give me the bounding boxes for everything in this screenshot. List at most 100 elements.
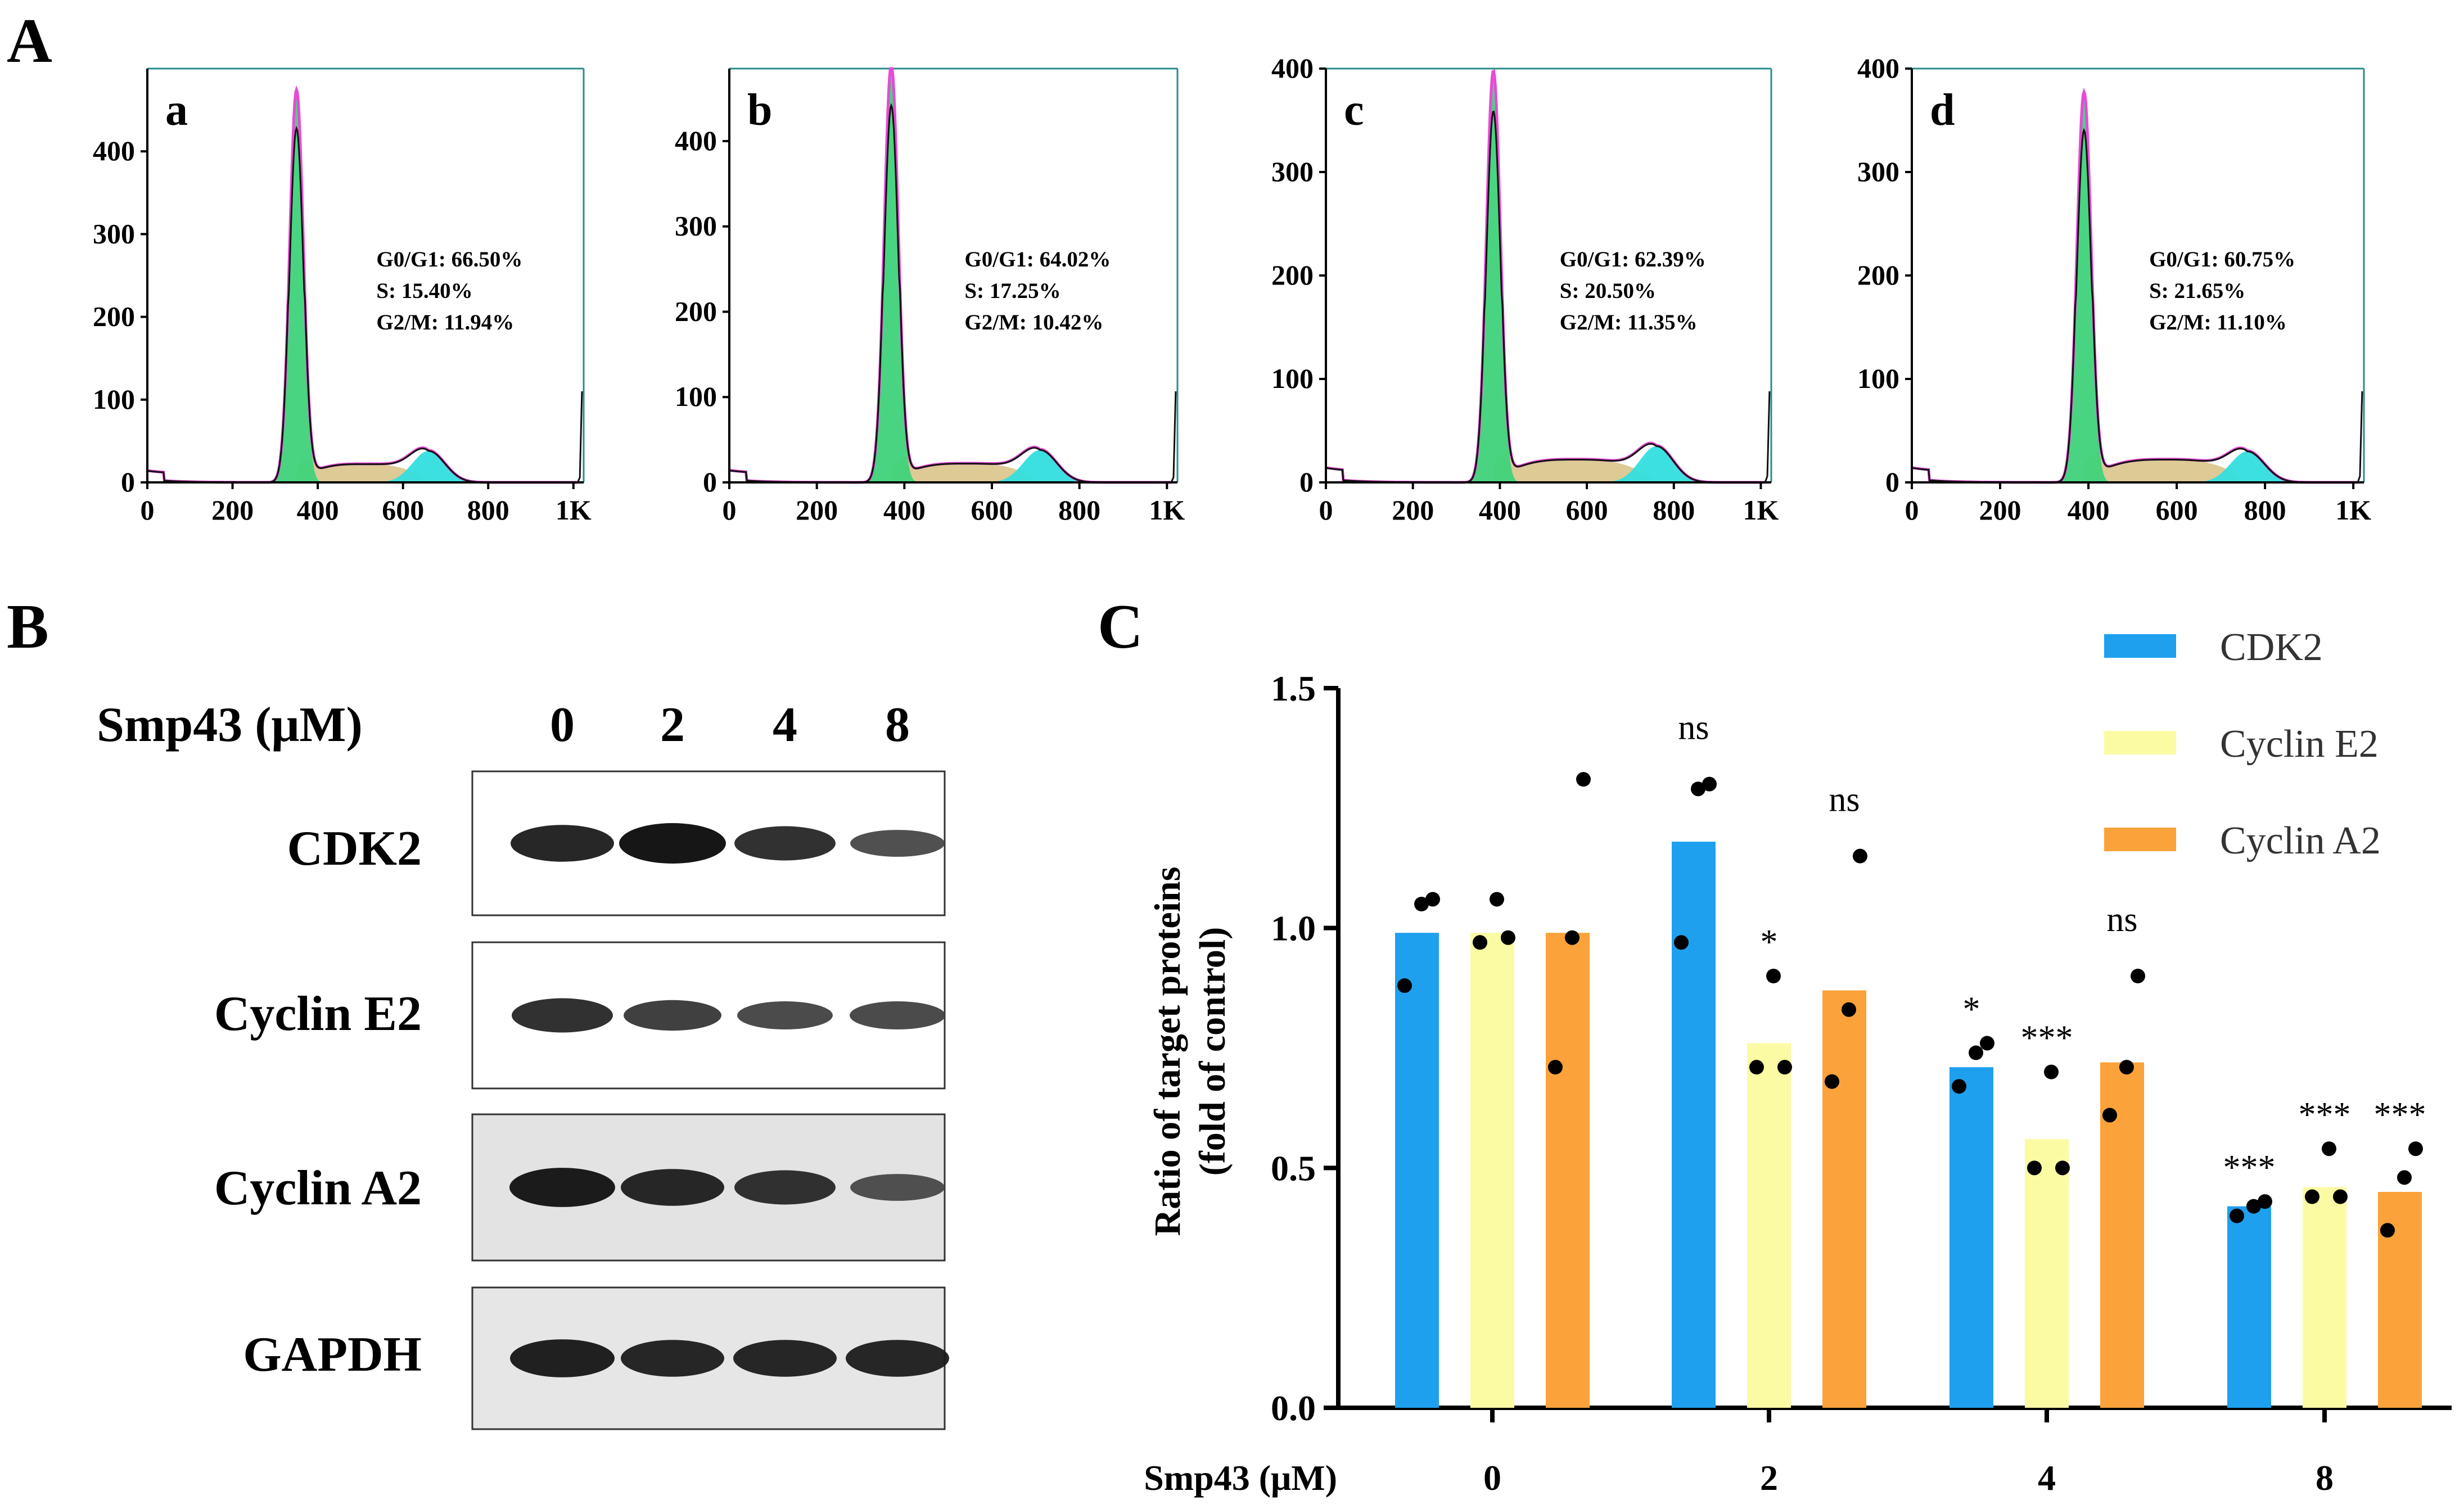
blot-band [733, 1340, 837, 1377]
blot-band [734, 826, 836, 861]
cell-cycle-stat: G2/M: 11.35% [1560, 310, 1698, 335]
bar [1672, 842, 1716, 1408]
model-fit-line [1325, 69, 1766, 484]
y-tick-label: 400 [1857, 52, 1899, 84]
blot-band [850, 830, 945, 857]
histogram-trace [1911, 128, 2363, 484]
data-point [2322, 1141, 2336, 1156]
blot-band [846, 1340, 949, 1377]
panel-letter-b: B [7, 592, 49, 662]
series-cyclin-a2: ns ns *** [1546, 772, 2426, 1408]
y-axis-label-line1: Ratio of target proteins [1147, 867, 1188, 1236]
bar [1747, 1043, 1791, 1408]
blot-band [624, 1000, 721, 1031]
x-tick-label: 1K [556, 494, 592, 526]
data-point [1397, 978, 1412, 993]
y-tick-label: 300 [1271, 156, 1314, 187]
y-tick-label: 0 [703, 466, 717, 498]
y-tick-label: 300 [93, 218, 135, 249]
blot-band [509, 1168, 615, 1207]
legend-label: Cyclin A2 [2220, 819, 2381, 862]
histogram-id-label: c [1344, 85, 1364, 135]
y-tick-label: 100 [675, 381, 717, 412]
data-point [1766, 969, 1781, 983]
x-tick-label: 200 [796, 494, 838, 526]
blot-band [850, 1001, 945, 1029]
data-point [2027, 1160, 2042, 1176]
significance-marker: *** [2021, 1019, 2073, 1058]
wb-dose-2: 2 [660, 698, 685, 752]
blot-band [737, 1001, 833, 1029]
data-point [1702, 776, 1717, 792]
blot-strip-3 [471, 1286, 949, 1430]
bar-y-tick-label: 0.0 [1271, 1388, 1316, 1428]
series-cyclin-e2: ******* [1470, 892, 2351, 1408]
g1-peak-area [2057, 100, 2115, 482]
histogram-id-label: b [747, 85, 773, 135]
bar-x-tick-label: 4 [2038, 1458, 2056, 1498]
x-tick-label: 0 [1319, 494, 1333, 526]
y-tick-label: 0 [1885, 466, 1899, 498]
blot-band [619, 823, 726, 864]
cell-cycle-stat: S: 21.65% [2149, 279, 2245, 303]
bar [2303, 1187, 2346, 1408]
data-point [1691, 781, 1705, 797]
bar [1949, 1067, 1993, 1408]
data-point [1952, 1079, 1966, 1094]
histogram-d: 0 100 200 300 400 0 200 400 600 800 1K d G0/G1: 60.7… [1857, 52, 2371, 526]
data-point [2102, 1108, 2117, 1123]
data-point [2380, 1223, 2395, 1238]
legend-swatch [2104, 634, 2176, 658]
x-tick-label: 600 [971, 494, 1013, 526]
g1-peak-area [270, 97, 327, 482]
bar [2025, 1139, 2069, 1408]
bar [1470, 933, 1514, 1408]
x-tick-label: 400 [297, 494, 339, 526]
data-point [2305, 1189, 2319, 1204]
x-tick-label: 400 [883, 494, 926, 526]
data-point [1565, 930, 1580, 945]
wb-dose-header: Smp43 (μM) [97, 698, 363, 752]
data-point [1490, 892, 1504, 907]
wb-row-label-cyclin-e2: Cyclin E2 [214, 987, 422, 1041]
bar [1395, 933, 1439, 1408]
blot-band [510, 1339, 615, 1377]
data-point [2055, 1160, 2070, 1176]
blot-band [850, 1174, 945, 1201]
data-point [2333, 1189, 2348, 1204]
y-tick-label: 0 [121, 466, 135, 498]
x-tick-label: 800 [1653, 494, 1695, 526]
x-tick-label: 200 [1979, 494, 2021, 526]
data-point [1548, 1060, 1563, 1075]
panel-letter-c: C [1098, 592, 1143, 662]
bar [1822, 990, 1866, 1408]
y-tick-label: 100 [93, 383, 135, 415]
blot-band [511, 825, 614, 862]
blot-band [734, 1170, 836, 1205]
wb-row-label-cdk2: CDK2 [287, 821, 422, 876]
significance-marker: * [1963, 990, 1980, 1028]
g1-peak-area [865, 73, 922, 482]
western-blot-panel: Smp43 (μM) 0 2 4 8 CDK2 Cyclin E2 Cyclin… [97, 698, 949, 1430]
data-point [1674, 935, 1689, 950]
data-point [1425, 892, 1440, 907]
data-point [2131, 969, 2145, 983]
wb-row-label-cyclin-a2: Cyclin A2 [214, 1161, 422, 1216]
series-cdk2: ns**** [1395, 709, 2276, 1408]
x-tick-label: 800 [1058, 494, 1100, 526]
cell-cycle-stat: G2/M: 11.10% [2149, 310, 2287, 335]
flow-cytometry-panel: 0 100 200 300 400 0 200 400 600 800 1K a G0/G1: 66.5… [93, 52, 2371, 526]
data-point [1969, 1045, 1983, 1060]
y-axis-label-line2: (fold of control) [1192, 927, 1233, 1176]
histogram-trace [729, 103, 1177, 484]
x-tick-label: 0 [141, 494, 155, 526]
model-fit-line [147, 85, 578, 484]
cell-cycle-stat: G2/M: 10.42% [964, 310, 1103, 335]
y-tick-label: 400 [1271, 52, 1314, 84]
blot-band [621, 1340, 724, 1377]
wb-dose-4: 4 [773, 698, 797, 752]
data-point [1980, 1036, 1994, 1051]
cell-cycle-stat: S: 20.50% [1560, 279, 1656, 303]
x-tick-label: 1K [1149, 494, 1185, 526]
